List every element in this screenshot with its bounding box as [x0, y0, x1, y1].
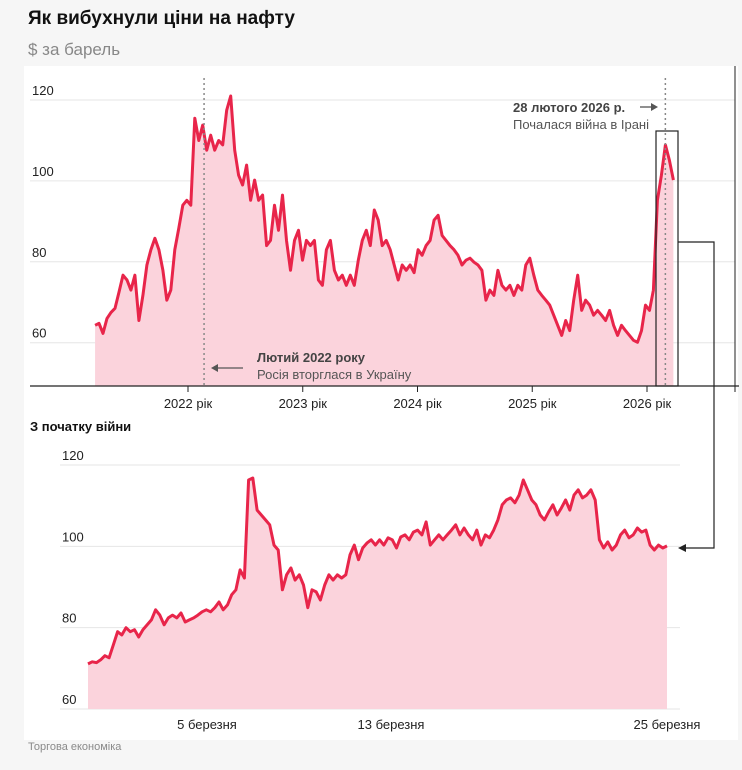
source-label: Торгова економіка	[28, 741, 122, 753]
x-tick-label: 2023 рік	[279, 396, 328, 411]
y-tick-label: 120	[62, 448, 84, 463]
annotation-ukraine: Лютий 2022 року Росія вторглася в Україн…	[211, 350, 412, 382]
x-tick-label: 2025 рік	[508, 396, 557, 411]
zoom-bracket	[655, 130, 679, 387]
section-title-since-war: З початку війни	[30, 419, 132, 434]
chart-subtitle: $ за барель	[28, 40, 121, 59]
annotation-iran: 28 лютого 2026 р. Почалася війна в Ірані	[513, 100, 658, 132]
x-tick-label: 2022 рік	[164, 396, 213, 411]
zoom-connector	[655, 66, 736, 552]
area-fill	[95, 96, 674, 386]
x-tick-label: 2026 рік	[623, 396, 672, 411]
annotation-iran-text: Почалася війна в Ірані	[513, 117, 649, 132]
y-tick-label: 100	[32, 164, 54, 179]
price-line	[87, 476, 668, 666]
x-tick-label: 25 березня	[634, 717, 701, 732]
x-tick-label: 2024 рік	[393, 396, 442, 411]
y-tick-label: 100	[62, 529, 84, 544]
annotation-iran-title: 28 лютого 2026 р.	[513, 100, 625, 115]
price-line	[94, 94, 675, 344]
bottom-chart: 60 80 100 120 5 березня 13 березня 25 березня	[60, 448, 700, 732]
y-tick-label: 60	[32, 326, 46, 341]
top-chart: 60 80 100 120 2022 рік 2023 рік 2024 рік 2025 р…	[30, 78, 739, 411]
y-tick-label: 80	[62, 611, 76, 626]
chart-title: Як вибухнули ціни на нафту	[28, 8, 295, 29]
x-tick-label: 13 березня	[358, 717, 425, 732]
connector-arrowhead-icon	[678, 544, 686, 552]
y-tick-label: 80	[32, 245, 46, 260]
connector-line	[678, 241, 715, 549]
y-tick-label: 120	[32, 83, 54, 98]
x-tick-label: 5 березня	[177, 717, 237, 732]
arrowhead-right-icon	[651, 103, 658, 111]
annotation-ukraine-text: Росія вторглася в Україну	[257, 367, 412, 382]
y-tick-label: 60	[62, 692, 76, 707]
arrowhead-left-icon	[211, 364, 218, 372]
area-fill	[88, 478, 667, 709]
annotation-ukraine-title: Лютий 2022 року	[257, 350, 366, 365]
